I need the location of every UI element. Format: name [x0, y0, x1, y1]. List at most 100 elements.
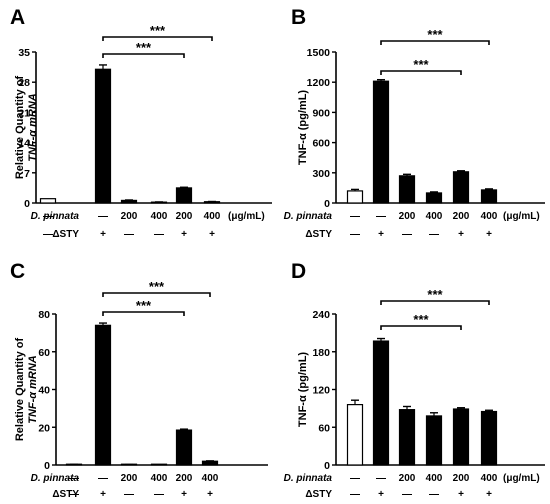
panel-c-y-tick-label: 80: [38, 309, 50, 321]
panel-d-bar: [346, 404, 364, 466]
panel-a-significance-label: ***: [136, 40, 152, 55]
panel-c-bar: [175, 429, 193, 466]
panel-a-treatment-value: 400: [204, 211, 221, 222]
panel-c-infection-value: +: [181, 489, 187, 500]
panel-c-significance-bracket: [102, 311, 185, 316]
panel-c-y-tick-label: 0: [44, 460, 50, 472]
panel-d-treatment-value: 400: [426, 473, 443, 484]
panel-b-y-tick-label: 1500: [307, 47, 331, 59]
panel-c-significance-label: ***: [149, 279, 165, 294]
panel-a-infection-value: +: [100, 229, 106, 240]
panel-a-infection-value: +: [209, 229, 215, 240]
panel-b-unit-label: (μg/mL): [503, 211, 540, 222]
panel-b-infection-value: —: [429, 229, 439, 240]
panel-b-y-tick-label: 900: [312, 107, 330, 119]
panel-b-bar: [372, 80, 390, 204]
panel-d-infection-value: +: [458, 489, 464, 500]
panel-d-infection-value: +: [486, 489, 492, 500]
panel-d-y-tick-label: 0: [324, 460, 330, 472]
panel-b-treatment-value: 200: [399, 211, 416, 222]
panel-b-letter: B: [291, 6, 306, 29]
panel-b-significance-label: ***: [413, 57, 429, 72]
panel-c-infection-value: —: [69, 489, 79, 500]
panel-a-treatment-value: —: [43, 211, 53, 222]
panel-b-infection-value: —: [350, 229, 360, 240]
panel-c-treatment-value: 200: [176, 473, 193, 484]
panel-b: B 0 300 600 900 1200 1500 TNF-α (pg/mL) *** *** D.…: [284, 6, 545, 240]
panel-b-infection-value: +: [486, 229, 492, 240]
panel-c-bar: [94, 324, 112, 466]
panel-c-treatment-value: 400: [151, 473, 168, 484]
panel-d-y-title: TNF-α (pg/mL): [297, 352, 309, 428]
panel-a-significance-bracket: [102, 53, 185, 58]
panel-a-letter: A: [10, 6, 25, 29]
panel-a-treatment-value: 200: [121, 211, 138, 222]
panel-c-y-tick-label: 60: [38, 347, 50, 359]
panel-b-bar: [398, 175, 416, 204]
panel-a-significance-label: ***: [150, 23, 166, 38]
panel-d-y-tick-label: 120: [312, 385, 330, 397]
panel-a-bar: [175, 187, 193, 204]
panel-b-treatment-value: —: [350, 211, 360, 222]
panel-c-infection-value: +: [207, 489, 213, 500]
panel-b-bar: [480, 189, 498, 204]
panel-a-unit-label: (μg/mL): [228, 211, 265, 222]
panel-a-infection-value: +: [181, 229, 187, 240]
panel-a-y-tick-label: 0: [24, 198, 30, 210]
panel-c-letter: C: [10, 260, 25, 283]
panel-a-infection-label: ΔSTY: [52, 229, 79, 240]
panel-b-infection-value: —: [402, 229, 412, 240]
panel-c: C 0 20 40 60 80 Relative Quantity of TNF-α mRNA…: [10, 260, 268, 500]
panel-a-treatment-value: 400: [151, 211, 168, 222]
panel-c-y-title-line2: TNF-α mRNA: [27, 355, 39, 424]
panel-a-infection-value: —: [124, 229, 134, 240]
panel-d-treatment-label: D. pinnata: [284, 473, 333, 484]
panel-a-treatment-label: D. pinnata: [31, 211, 80, 222]
panel-c-treatment-value: 200: [121, 473, 138, 484]
panel-a-treatment-value: 200: [176, 211, 193, 222]
panel-d-treatment-value: —: [376, 473, 386, 484]
panel-a-significance-bracket: [102, 36, 213, 41]
panel-b-treatment-label: D. pinnata: [284, 211, 333, 222]
panel-c-infection-value: —: [154, 489, 164, 500]
panel-a-infection-value: —: [154, 229, 164, 240]
panel-c-treatment-value: —: [69, 473, 79, 484]
panel-b-treatment-value: 400: [481, 211, 498, 222]
panel-d-bar: [480, 410, 498, 466]
panel-d-letter: D: [291, 260, 306, 283]
panel-a: A 0 7 14 21 28 35 Relative Quantity of TNF-α mRN…: [10, 6, 272, 240]
panel-b-significance-bracket: [380, 70, 462, 75]
panel-d-bar: [372, 340, 390, 466]
panel-b-significance-label: ***: [427, 27, 443, 42]
panel-b-bar: [346, 190, 364, 204]
panel-a-infection-value: —: [43, 229, 53, 240]
panel-a-y-tick-label: 28: [18, 77, 30, 89]
panel-a-y-title-line2: TNF-α mRNA: [27, 93, 39, 162]
panel-a-y-tick-label: 35: [18, 47, 30, 59]
panel-d-infection-value: —: [350, 489, 360, 500]
panel-c-y-tick-label: 20: [38, 422, 50, 434]
panel-c-y-title-line1: Relative Quantity of: [14, 338, 26, 442]
panel-a-bar: [120, 199, 138, 204]
panel-d-treatment-value: 200: [453, 473, 470, 484]
panel-d-treatment-value: 400: [481, 473, 498, 484]
panel-d-significance-label: ***: [413, 312, 429, 327]
panel-b-treatment-value: —: [376, 211, 386, 222]
panel-b-treatment-value: 200: [453, 211, 470, 222]
panel-b-y-tick-label: 0: [324, 198, 330, 210]
panel-d-bar: [452, 408, 470, 466]
panel-d-y-tick-label: 180: [312, 347, 330, 359]
panel-c-significance-label: ***: [136, 298, 152, 313]
panel-d-bar: [398, 409, 416, 466]
panel-c-infection-value: +: [100, 489, 106, 500]
panel-b-significance-bracket: [380, 40, 490, 45]
panel-c-bar: [201, 460, 219, 466]
panel-d-y-tick-label: 60: [318, 422, 330, 434]
panel-c-significance-bracket: [102, 292, 211, 297]
panel-d-infection-value: +: [378, 489, 384, 500]
panel-b-y-tick-label: 300: [312, 168, 330, 180]
panel-b-bar: [452, 171, 470, 204]
panel-a-treatment-value: —: [98, 211, 108, 222]
panel-b-y-title: TNF-α (pg/mL): [297, 90, 309, 166]
panel-c-treatment-label: D. pinnata: [31, 473, 80, 484]
